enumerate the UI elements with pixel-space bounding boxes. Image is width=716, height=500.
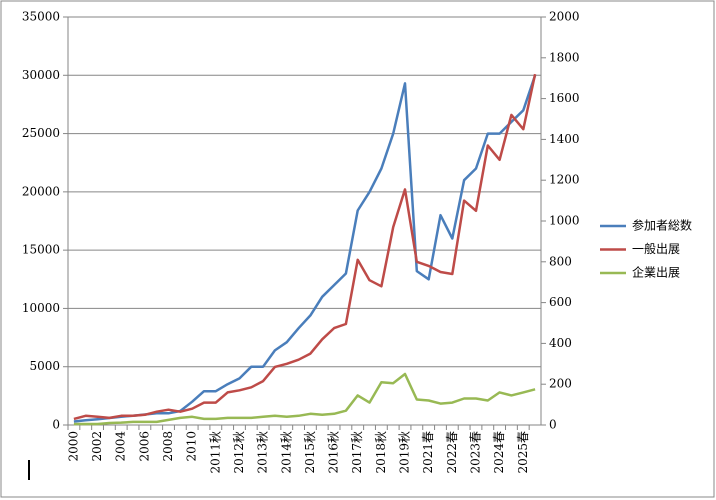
y-tick-label: 0 — [52, 418, 60, 432]
legend-label: 一般出展 — [632, 241, 680, 256]
x-tick-label: 2013秋 — [256, 431, 270, 474]
y2-tick-label: 400 — [549, 336, 572, 350]
x-tick-label: 2018秋 — [374, 431, 388, 474]
y2-tick-label: 1400 — [549, 132, 580, 146]
x-tick-label: 2014秋 — [279, 431, 293, 474]
y-tick-label: 5000 — [29, 359, 60, 373]
x-tick-label: 2011秋 — [208, 431, 222, 474]
legend-label: 参加者総数 — [632, 218, 692, 233]
x-tick-label: 2008 — [161, 431, 175, 462]
y2-tick-label: 1600 — [549, 91, 580, 105]
y-tick-label: 10000 — [22, 301, 60, 315]
y2-tick-label: 1200 — [549, 173, 580, 187]
legend-label: 企業出展 — [632, 265, 680, 280]
x-tick-label: 2004 — [114, 431, 128, 462]
y2-tick-label: 600 — [549, 295, 572, 309]
data-line — [73, 372, 536, 426]
x-tick-label: 2002 — [90, 431, 104, 462]
y2-tick-label: 800 — [549, 254, 572, 268]
x-tick-label: 2000 — [66, 431, 80, 462]
y2-tick-label: 2000 — [549, 10, 580, 24]
y-tick-label: 15000 — [22, 243, 60, 257]
x-tick-label: 2024春 — [492, 431, 506, 474]
x-tick-label: 2023春 — [468, 431, 482, 474]
y-tick-label: 20000 — [22, 184, 60, 198]
x-tick-label: 2022春 — [445, 431, 459, 474]
x-tick-label: 2016秋 — [327, 431, 341, 474]
data-line — [73, 73, 537, 421]
y2-tick-label: 1000 — [549, 214, 580, 228]
x-tick-label: 2019秋 — [398, 431, 412, 474]
x-tick-label: 2012秋 — [232, 431, 246, 474]
y2-tick-label: 0 — [549, 418, 557, 432]
x-tick-label: 2015秋 — [303, 431, 317, 474]
x-tick-label: 2021春 — [421, 431, 435, 474]
y-tick-label: 30000 — [22, 68, 60, 82]
x-tick-label: 2025春 — [516, 431, 530, 474]
x-tick-label: 2010 — [185, 431, 199, 462]
x-tick-label: 2017秋 — [350, 431, 364, 474]
y2-tick-label: 200 — [549, 377, 572, 391]
y-tick-label: 25000 — [22, 126, 60, 140]
y2-tick-label: 1800 — [549, 50, 580, 64]
x-tick-label: 2006 — [137, 431, 151, 462]
y-tick-label: 35000 — [22, 10, 60, 24]
